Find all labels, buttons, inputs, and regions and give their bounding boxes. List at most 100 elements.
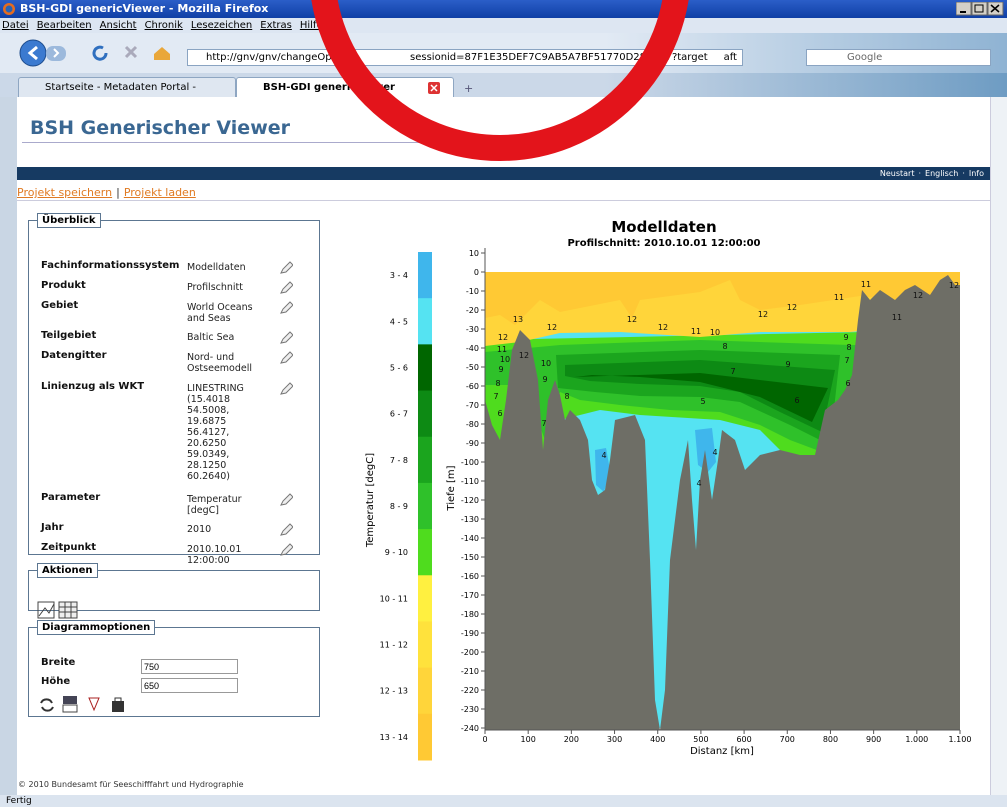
text-input[interactable] [141,678,238,693]
field-key: Jahr [41,522,64,533]
y-tick-label: -160 [461,572,479,581]
window-buttons[interactable] [956,2,1004,16]
nav-separator: · [962,169,965,178]
contour-label: 12 [547,323,557,332]
field-key: Produkt [41,280,86,291]
search-engine: Google [847,52,882,63]
nav-link[interactable]: Neustart [880,169,915,178]
link-separator: | [116,186,120,199]
menu-item[interactable]: Datei [2,20,29,31]
x-tick-label: 900 [866,735,881,744]
y-tick-label: -40 [466,344,479,353]
y-tick-label: 10 [469,249,479,258]
project-link[interactable]: Projekt speichern [17,186,112,199]
y-tick-label: -190 [461,629,479,638]
option-icons[interactable] [37,695,137,715]
y-tick-label: -100 [461,458,479,467]
x-tick-label: 1.000 [905,735,928,744]
browser-window: BSH-GDI genericViewer - Mozilla Firefox … [0,0,1007,807]
url-text: aft [724,52,737,63]
edit-icon[interactable] [279,330,293,349]
contour-label: 12 [658,323,668,332]
contour-label: 10 [500,355,510,364]
y-tick-label: -50 [466,363,479,372]
contour-label: 11 [691,327,701,336]
contour-label: 12 [949,281,959,290]
new-tab-icon[interactable]: + [464,82,473,94]
nav-link[interactable]: Info [969,169,984,178]
nav-separator: · [918,169,921,178]
edit-icon[interactable] [279,492,293,511]
window-title: BSH-GDI genericViewer - Mozilla Firefox [20,2,268,15]
nav-strip: Neustart·Englisch·Info [17,167,990,180]
menu-item[interactable]: Extras [260,20,292,31]
diagram-options-panel: DiagrammoptionenBreiteHöhe [28,620,320,717]
x-tick-label: 700 [780,735,795,744]
action-icons[interactable] [37,600,81,620]
contour-label: 12 [758,310,768,319]
field-key: Breite [41,657,75,668]
colorbar-label: 3 - 4 [390,271,408,280]
edit-icon[interactable] [279,542,293,561]
colorbar-swatch [418,714,432,761]
scrollbar[interactable] [990,97,1007,795]
colorbar-label: 12 - 13 [380,687,408,696]
heading-rule [22,142,480,143]
text-input[interactable] [141,659,238,674]
chart-subtitle: Profilschnitt: 2010.10.01 12:00:00 [567,238,760,249]
actions-panel: Aktionen [28,563,320,611]
nav-buttons[interactable] [18,38,186,70]
y-tick-label: -180 [461,610,479,619]
x-tick-label: 200 [564,735,579,744]
status-bar: Fertig [0,795,1007,807]
x-tick-label: 500 [693,735,708,744]
contour-label: 10 [710,328,720,337]
url-text: sessionid=87F1E35DEF7C9AB5A7BF51770D2871… [410,52,708,63]
contour-label: 4 [601,451,606,460]
y-tick-label: -30 [466,325,479,334]
contour-label: 7 [730,367,735,376]
contour-label: 4 [712,448,717,457]
field-key: Zeitpunkt [41,542,96,553]
menu-item[interactable]: Chronik [145,20,183,31]
edit-icon[interactable] [279,280,293,299]
panel-legend: Überblick [37,213,101,228]
search-box[interactable]: Google [806,49,991,66]
y-tick-label: -120 [461,496,479,505]
edit-icon[interactable] [279,260,293,279]
edit-icon[interactable] [279,522,293,541]
x-tick-label: 100 [521,735,536,744]
y-tick-label: -220 [461,686,479,695]
x-tick-label: 0 [482,735,487,744]
x-tick-label: 600 [736,735,751,744]
chart: Modelldaten Profilschnitt: 2010.10.01 12:… [355,205,990,775]
menu-item[interactable]: Ansicht [100,20,137,31]
menu-bar: Datei Bearbeiten Ansicht Chronik Lesezeichen… [0,18,1007,33]
menu-item[interactable]: Hilfe [300,20,323,31]
colorbar-swatch [418,252,432,299]
edit-icon[interactable] [279,381,293,400]
contour-label: 12 [627,315,637,324]
project-links: Projekt speichern | Projekt laden [17,186,196,199]
field-value: 2010 [187,524,265,535]
project-link[interactable]: Projekt laden [124,186,196,199]
x-tick-label: 300 [607,735,622,744]
tab-close[interactable]: + [428,82,474,94]
colorbar-swatch [418,529,432,576]
colorbar-swatch [418,437,432,484]
menu-item[interactable]: Bearbeiten [37,20,92,31]
chart-title: Modelldaten [611,218,716,236]
y-tick-label: -110 [461,477,479,486]
tab-active[interactable]: BSH-GDI genericViewer [236,77,454,97]
url-bar[interactable]: http://gnv/gnv/changeOptions sessionid=8… [187,49,743,66]
edit-icon[interactable] [279,350,293,369]
tab[interactable]: Startseite - Metadaten Portal - [18,77,236,97]
nav-link[interactable]: Englisch [925,169,958,178]
colorbar-swatch [418,298,432,345]
colorbar-label: 9 - 10 [385,548,408,557]
edit-icon[interactable] [279,300,293,319]
menu-item[interactable]: Lesezeichen [191,20,252,31]
colorbar-label: 11 - 12 [380,641,408,650]
title-bar: BSH-GDI genericViewer - Mozilla Firefox [0,0,1007,18]
field-key: Parameter [41,492,100,503]
